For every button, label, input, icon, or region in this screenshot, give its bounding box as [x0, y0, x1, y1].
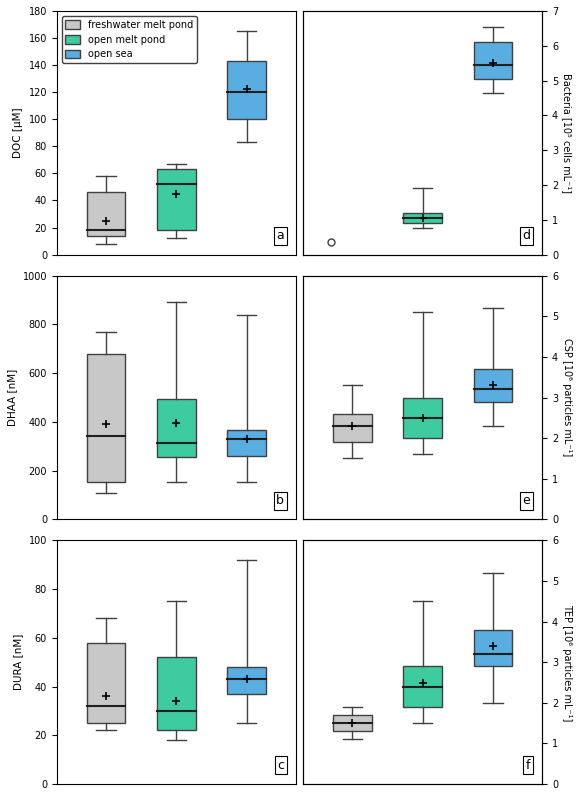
- FancyBboxPatch shape: [474, 630, 512, 666]
- FancyBboxPatch shape: [403, 398, 442, 438]
- FancyBboxPatch shape: [157, 658, 196, 731]
- FancyBboxPatch shape: [157, 169, 196, 230]
- FancyBboxPatch shape: [333, 715, 372, 732]
- Y-axis label: TEP [10⁶ particles mL⁻¹]: TEP [10⁶ particles mL⁻¹]: [562, 603, 572, 721]
- Text: b: b: [276, 494, 284, 507]
- Text: a: a: [276, 230, 284, 242]
- Y-axis label: DURA [nM]: DURA [nM]: [13, 634, 23, 690]
- Y-axis label: DOC [μM]: DOC [μM]: [13, 108, 23, 158]
- FancyBboxPatch shape: [403, 666, 442, 707]
- FancyBboxPatch shape: [228, 61, 266, 120]
- Text: c: c: [277, 759, 284, 771]
- Y-axis label: CSP [10⁶ particles mL⁻¹]: CSP [10⁶ particles mL⁻¹]: [562, 339, 572, 457]
- Legend: freshwater melt pond, open melt pond, open sea: freshwater melt pond, open melt pond, op…: [61, 16, 197, 63]
- Text: f: f: [526, 759, 530, 771]
- FancyBboxPatch shape: [228, 430, 266, 456]
- Text: e: e: [522, 494, 530, 507]
- FancyBboxPatch shape: [474, 42, 512, 79]
- Y-axis label: Bacteria [10⁵ cells mL⁻¹]: Bacteria [10⁵ cells mL⁻¹]: [562, 73, 572, 193]
- FancyBboxPatch shape: [333, 414, 372, 442]
- Y-axis label: DHAA [nM]: DHAA [nM]: [7, 369, 17, 426]
- Text: d: d: [522, 230, 530, 242]
- FancyBboxPatch shape: [228, 667, 266, 694]
- FancyBboxPatch shape: [87, 354, 125, 481]
- FancyBboxPatch shape: [157, 398, 196, 457]
- FancyBboxPatch shape: [474, 369, 512, 402]
- FancyBboxPatch shape: [87, 192, 125, 236]
- FancyBboxPatch shape: [403, 213, 442, 223]
- FancyBboxPatch shape: [87, 642, 125, 723]
